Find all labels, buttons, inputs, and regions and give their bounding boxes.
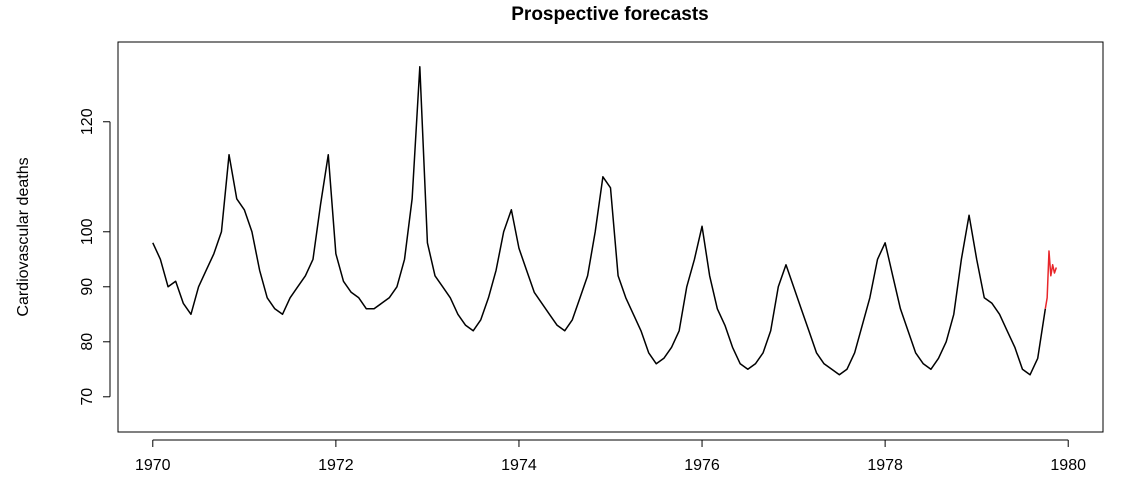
x-tick-label: 1970 <box>135 457 171 474</box>
plot-box <box>117 41 1104 433</box>
y-tick-label: 100 <box>79 218 96 245</box>
x-tick-label: 1978 <box>867 457 903 474</box>
chart-title: Prospective forecasts <box>511 4 709 25</box>
y-tick-label: 120 <box>79 108 96 135</box>
series-line <box>152 66 1047 376</box>
x-tick-label: 1974 <box>501 457 537 474</box>
y-tick-label: 70 <box>79 388 96 406</box>
y-tick-label: 90 <box>79 278 96 296</box>
x-tick-label: 1976 <box>684 457 720 474</box>
x-tick-label: 1980 <box>1050 457 1086 474</box>
series-line <box>1044 250 1058 309</box>
x-tick-label: 1972 <box>318 457 354 474</box>
y-axis-label: Cardiovascular deaths <box>15 157 32 316</box>
y-tick-label: 80 <box>79 333 96 351</box>
